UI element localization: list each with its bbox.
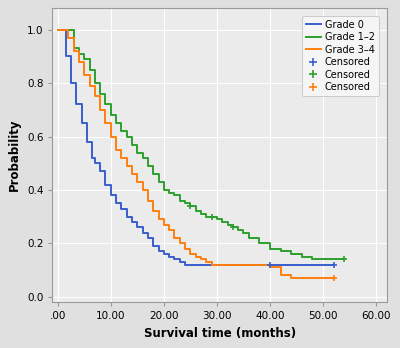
Y-axis label: Probability: Probability	[8, 119, 21, 191]
X-axis label: Survival time (months): Survival time (months)	[144, 327, 296, 340]
Legend: Grade 0, Grade 1–2, Grade 3–4, Censored, Censored, Censored: Grade 0, Grade 1–2, Grade 3–4, Censored,…	[302, 16, 378, 96]
